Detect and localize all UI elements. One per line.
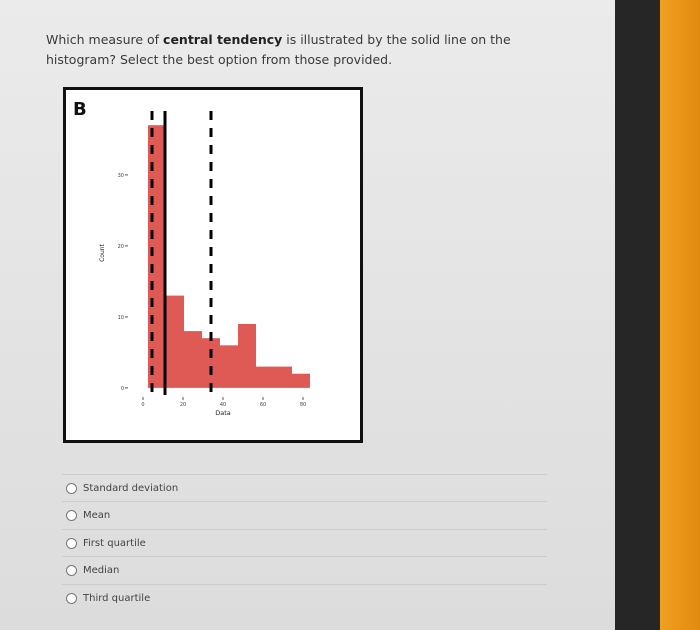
question-text: Which measure of xyxy=(46,32,164,47)
bar xyxy=(238,324,256,388)
figure: B 0 10 20 30 0 20 40 60 80 Data Count xyxy=(63,87,363,443)
radio-button[interactable] xyxy=(66,510,77,521)
y-tick-label: 30 xyxy=(118,173,124,179)
y-tick-label: 20 xyxy=(118,244,124,250)
radio-button[interactable] xyxy=(66,565,77,576)
option-label: Median xyxy=(83,565,120,576)
bar xyxy=(274,366,292,388)
question-bold: central tendency xyxy=(163,32,283,47)
bar xyxy=(202,338,220,388)
panel-label: B xyxy=(73,99,87,120)
x-tick-label: 60 xyxy=(260,402,266,408)
radio-button[interactable] xyxy=(66,483,77,494)
y-tick-label: 0 xyxy=(121,386,124,392)
radio-button[interactable] xyxy=(66,593,77,604)
edge xyxy=(660,0,700,630)
y-tick-label: 10 xyxy=(118,315,124,321)
bar xyxy=(220,345,238,388)
option[interactable]: Third quartile xyxy=(62,584,547,612)
option-label: Mean xyxy=(83,510,111,521)
option-label: Standard deviation xyxy=(83,483,179,494)
bar xyxy=(292,373,310,388)
bar xyxy=(166,295,184,388)
x-tick-label: 80 xyxy=(300,402,306,408)
option[interactable]: Median xyxy=(62,556,547,584)
option[interactable]: Mean xyxy=(62,501,547,529)
bar xyxy=(256,366,274,388)
bezel xyxy=(615,0,660,630)
option[interactable]: First quartile xyxy=(62,529,547,557)
x-tick-label: 0 xyxy=(141,402,144,408)
question: Which measure of central tendency is ill… xyxy=(46,30,581,70)
x-axis-label: Data xyxy=(215,409,231,417)
question-text: is illustrated by the solid line on the … xyxy=(46,32,511,67)
x-tick-label: 40 xyxy=(220,402,226,408)
x-tick-label: 20 xyxy=(180,402,186,408)
option-label: Third quartile xyxy=(83,593,151,604)
option[interactable]: Standard deviation xyxy=(62,474,547,502)
option-label: First quartile xyxy=(83,538,146,549)
y-axis-label: Count xyxy=(99,243,106,261)
radio-button[interactable] xyxy=(66,538,77,549)
bar xyxy=(184,331,202,388)
